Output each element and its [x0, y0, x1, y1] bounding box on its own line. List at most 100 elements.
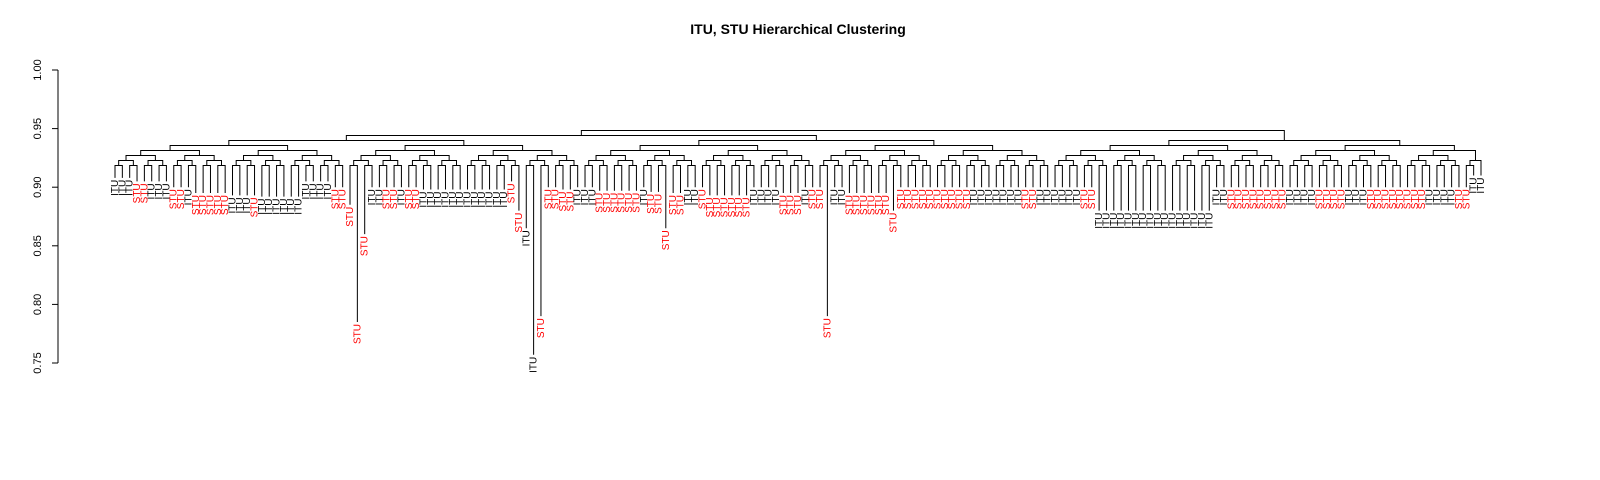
leaf-label: STU	[896, 189, 907, 209]
dendrogram-link	[158, 164, 167, 182]
leaf-label: ITU	[279, 199, 290, 215]
dendrogram-link	[265, 159, 281, 166]
dendrogram-link	[114, 164, 123, 178]
dendrogram-link	[1234, 159, 1251, 166]
leaf-label: STU	[778, 195, 789, 215]
leaf-label: STU	[712, 197, 723, 217]
dendrogram-link	[1300, 154, 1331, 161]
leaf-label: ITU	[764, 189, 775, 205]
dendrogram-link	[411, 159, 428, 166]
dendrogram-link	[1216, 164, 1225, 188]
leaf-label: ITU	[690, 189, 701, 205]
dendrogram-link	[422, 164, 432, 190]
leaf-label: STU	[139, 183, 150, 203]
leaf-label: ITU	[1307, 189, 1318, 205]
leaf-label: ITU	[235, 197, 246, 213]
leaf-label: STU	[558, 192, 569, 212]
dendrogram-link	[301, 154, 333, 161]
dendrogram-link	[1274, 164, 1284, 188]
dendrogram-link	[1293, 159, 1309, 166]
dendrogram-link	[1260, 164, 1269, 188]
leaf-label: ITU	[1432, 189, 1443, 205]
dendrogram-link	[995, 164, 1005, 188]
dendrogram-link	[232, 164, 241, 196]
leaf-label: ITU	[1013, 189, 1024, 205]
dendrogram-link	[705, 159, 722, 166]
dendrogram-link	[276, 164, 285, 197]
dendrogram-link	[643, 164, 652, 192]
dendrogram-link	[863, 164, 872, 194]
dendrogram-link	[845, 149, 905, 156]
leaf-label: ITU	[800, 189, 811, 205]
leaf-label: STU	[705, 197, 716, 217]
dendrogram-link	[1124, 154, 1155, 161]
leaf-label: STU	[360, 236, 371, 256]
dendrogram-link	[1183, 154, 1214, 161]
leaf-label: STU	[955, 189, 966, 209]
leaf-label: ITU	[228, 197, 239, 213]
dendrogram-link	[235, 159, 252, 166]
leaf-label: ITU	[1065, 189, 1076, 205]
dendrogram-link	[452, 164, 461, 190]
dendrogram-link	[1318, 164, 1328, 188]
dendrogram-link	[536, 154, 568, 161]
leaf-label: ITU	[1146, 213, 1157, 229]
leaf-label: STU	[1234, 189, 1245, 209]
leaf-label: STU	[815, 189, 826, 209]
leaf-label: ITU	[999, 189, 1010, 205]
dendrogram-link	[1197, 149, 1258, 156]
dendrogram-link	[1381, 159, 1398, 166]
leaf-label: STU	[1336, 189, 1347, 209]
leaf-label: ITU	[1182, 213, 1193, 229]
dendrogram-link	[1142, 164, 1152, 211]
dendrogram-link	[823, 159, 839, 166]
dendrogram-link	[628, 164, 637, 191]
leaf-label: STU	[734, 197, 745, 217]
leaf-label: STU	[536, 318, 547, 338]
leaf-label: ITU	[1358, 189, 1369, 205]
dendrogram-link	[1289, 164, 1298, 188]
leaf-label: STU	[1410, 189, 1421, 209]
leaf-label: STU	[903, 189, 914, 209]
dendrogram-link	[500, 159, 516, 166]
dendrogram-link	[467, 164, 476, 190]
leaf-label: STU	[1395, 189, 1406, 209]
dendrogram-link	[1377, 164, 1387, 188]
dendrogram-link	[1039, 164, 1049, 188]
leaf-label: ITU	[771, 189, 782, 205]
dendrogram-link	[852, 159, 869, 166]
dendrogram-link	[404, 144, 524, 151]
dendrogram-links	[114, 129, 1482, 355]
leaf-label: ITU	[110, 180, 121, 196]
dendrogram-link	[143, 164, 153, 182]
leaf-label: STU	[859, 195, 870, 215]
dendrogram-link	[1010, 164, 1019, 188]
dendrogram-link	[1344, 144, 1455, 151]
dendrogram-link	[830, 154, 861, 161]
leaf-label: ITU	[396, 189, 407, 205]
leaf-label: STU	[1263, 189, 1274, 209]
leaf-label: ITU	[154, 183, 165, 199]
dendrogram-link	[290, 164, 300, 197]
dendrogram-link	[948, 154, 979, 161]
leaf-label: STU	[852, 195, 863, 215]
dendrogram-link	[1116, 159, 1133, 166]
leaf-label: STU	[609, 193, 620, 213]
leaf-label: ITU	[1138, 213, 1149, 229]
dendrogram-link	[889, 154, 920, 161]
leaf-label: ITU	[1476, 177, 1487, 193]
dendrogram-link	[793, 159, 810, 166]
leaf-label: ITU	[499, 192, 510, 208]
leaf-label: ITU	[991, 189, 1002, 205]
leaf-label: STU	[565, 192, 576, 212]
leaf-label: ITU	[308, 183, 319, 199]
leaf-label: ITU	[1285, 189, 1296, 205]
leaf-label: ITU	[969, 189, 980, 205]
leaf-label: ITU	[1351, 189, 1362, 205]
dendrogram-link	[1087, 159, 1104, 166]
leaf-label: ITU	[1197, 213, 1208, 229]
leaf-label: ITU	[242, 197, 253, 213]
dendrogram-link	[419, 154, 450, 161]
dendrogram-link	[760, 164, 770, 188]
